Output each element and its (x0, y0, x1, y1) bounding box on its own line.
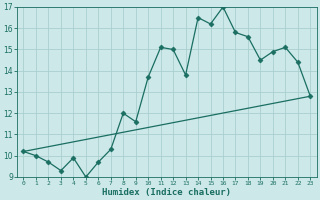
X-axis label: Humidex (Indice chaleur): Humidex (Indice chaleur) (102, 188, 231, 197)
